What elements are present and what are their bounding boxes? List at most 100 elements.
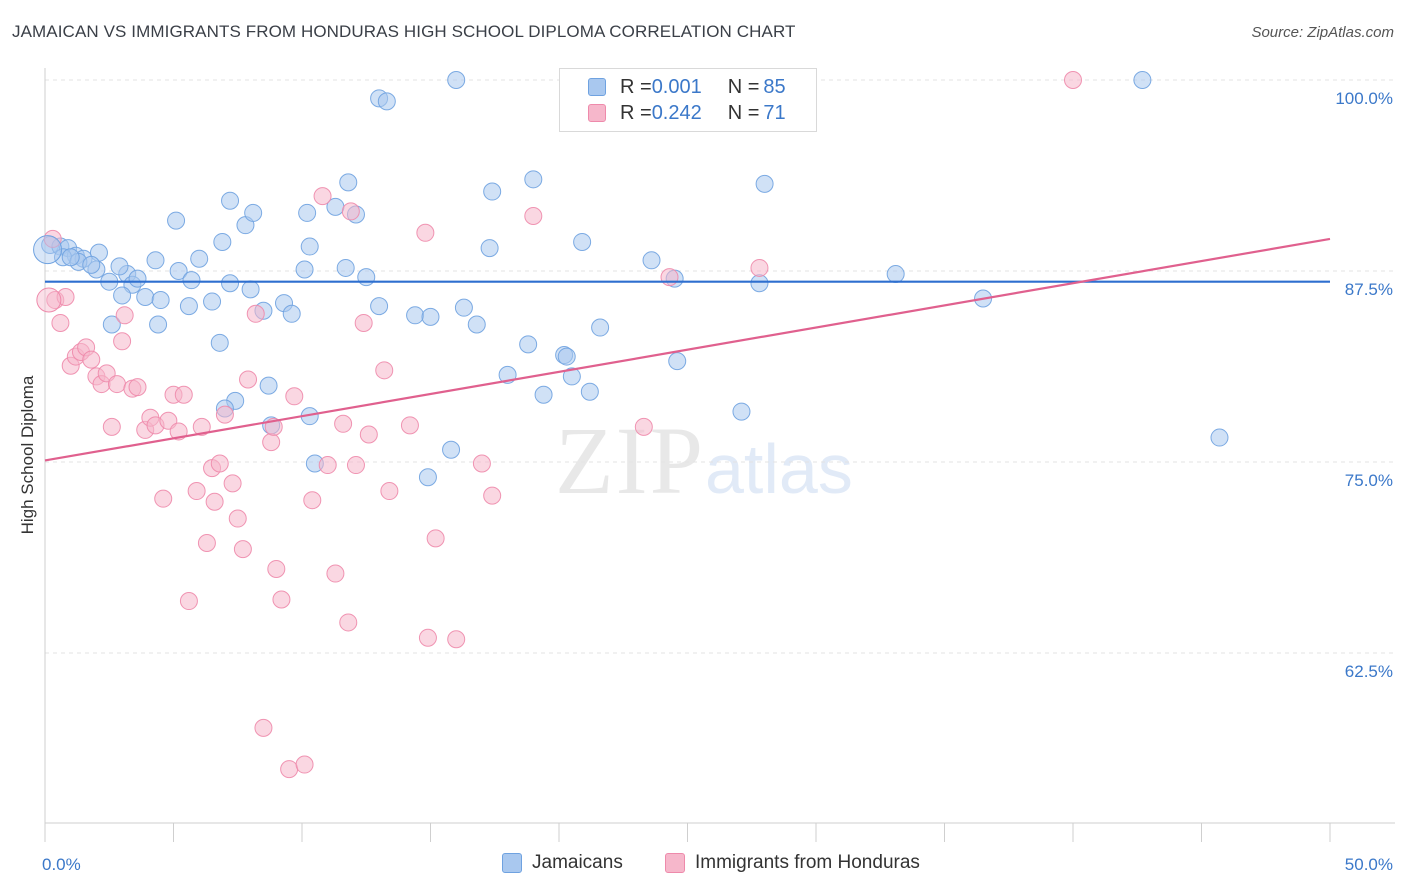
point-honduras — [187, 482, 206, 501]
point-jamaicans — [519, 335, 538, 354]
point-honduras — [128, 378, 147, 397]
point-jamaicans — [213, 232, 232, 251]
point-jamaicans — [300, 237, 319, 256]
bottom-legend-honduras: Immigrants from Honduras — [665, 852, 920, 874]
bottom-legend-swatch-honduras — [665, 853, 685, 873]
point-honduras — [339, 613, 358, 632]
point-jamaicans — [295, 260, 314, 279]
watermark-atlas: atlas — [705, 430, 853, 508]
point-honduras — [179, 592, 198, 611]
point-jamaicans — [179, 297, 198, 316]
point-jamaicans — [241, 280, 260, 299]
legend-r-value: 0.001 — [651, 75, 702, 98]
point-honduras — [267, 559, 286, 578]
point-jamaicans — [336, 258, 355, 277]
point-honduras — [483, 486, 502, 505]
watermark-zip: ZIP — [555, 407, 705, 514]
point-honduras — [426, 529, 445, 548]
point-jamaicans — [406, 306, 425, 325]
y-axis-label: High School Diploma — [18, 375, 37, 535]
point-honduras — [341, 202, 360, 221]
point-jamaicans — [339, 173, 358, 192]
point-jamaicans — [750, 274, 769, 293]
point-honduras — [295, 755, 314, 774]
point-honduras — [233, 540, 252, 559]
point-honduras — [174, 385, 193, 404]
legend-swatch-jamaicans — [588, 78, 606, 96]
point-jamaicans — [447, 71, 466, 89]
point-honduras — [56, 287, 75, 306]
bottom-legend-label-jamaicans: Jamaicans — [532, 852, 623, 873]
point-jamaicans — [282, 304, 301, 323]
point-jamaicans — [668, 352, 687, 371]
point-honduras — [215, 405, 234, 424]
point-jamaicans — [886, 265, 905, 284]
point-honduras — [197, 533, 216, 552]
y-tick-label: 62.5% — [1345, 662, 1393, 681]
point-honduras — [359, 425, 378, 444]
point-honduras — [113, 332, 132, 351]
point-jamaicans — [357, 268, 376, 287]
point-honduras — [660, 268, 679, 287]
legend-row-jamaicans: R = 0.001 N = 85 — [588, 74, 786, 100]
x-tick-label: 0.0% — [42, 855, 81, 874]
point-jamaicans — [755, 174, 774, 193]
point-jamaicans — [61, 248, 80, 267]
point-jamaicans — [642, 251, 661, 270]
point-honduras — [1064, 71, 1082, 89]
legend-r-value: 0.242 — [651, 101, 702, 124]
point-jamaicans — [128, 269, 147, 288]
point-jamaicans — [442, 440, 461, 459]
point-jamaicans — [221, 191, 240, 210]
trend-line-honduras — [44, 237, 1331, 462]
bottom-legend-label-honduras: Immigrants from Honduras — [695, 852, 920, 873]
legend-n-value: 85 — [763, 75, 786, 98]
point-honduras — [285, 387, 304, 406]
point-honduras — [354, 313, 373, 332]
point-honduras — [239, 370, 258, 389]
legend-n-value: 71 — [763, 101, 786, 124]
point-honduras — [318, 456, 337, 475]
point-honduras — [634, 417, 653, 436]
point-jamaicans — [82, 255, 101, 274]
point-honduras — [51, 313, 70, 332]
chart-source: Source: ZipAtlas.com — [1251, 24, 1394, 41]
point-honduras — [380, 482, 399, 501]
point-honduras — [154, 489, 173, 508]
point-jamaicans — [562, 367, 581, 386]
point-honduras — [303, 491, 322, 510]
legend-swatch-honduras — [588, 104, 606, 122]
point-jamaicans — [557, 347, 576, 366]
legend-n-label: N = — [727, 75, 760, 98]
point-jamaicans — [169, 262, 188, 280]
point-honduras — [334, 414, 353, 433]
point-honduras — [326, 564, 345, 583]
point-jamaicans — [591, 318, 610, 337]
legend-row-honduras: R = 0.242 N = 71 — [588, 100, 786, 126]
point-jamaicans — [377, 92, 396, 111]
correlation-legend: R = 0.001 N = 85 R = 0.242 N = 71 — [559, 68, 817, 132]
bottom-legend-jamaicans: Jamaicans — [502, 852, 623, 874]
point-jamaicans — [580, 382, 599, 401]
y-tick-label: 87.5% — [1345, 280, 1393, 299]
point-honduras — [192, 417, 211, 436]
point-jamaicans — [418, 468, 437, 487]
point-jamaicans — [151, 291, 170, 310]
point-honduras — [262, 433, 281, 452]
point-jamaicans — [149, 315, 168, 334]
point-jamaicans — [113, 286, 132, 305]
point-honduras — [418, 628, 437, 647]
point-honduras — [228, 509, 247, 528]
point-jamaicans — [110, 257, 129, 276]
point-honduras — [246, 304, 265, 323]
point-jamaicans — [370, 297, 389, 316]
point-honduras — [400, 416, 419, 435]
point-honduras — [346, 456, 365, 475]
point-honduras — [36, 287, 62, 313]
point-jamaicans — [1133, 71, 1152, 89]
point-honduras — [43, 229, 62, 248]
point-jamaicans — [146, 251, 165, 270]
point-honduras — [472, 454, 491, 473]
point-jamaicans — [483, 182, 502, 201]
